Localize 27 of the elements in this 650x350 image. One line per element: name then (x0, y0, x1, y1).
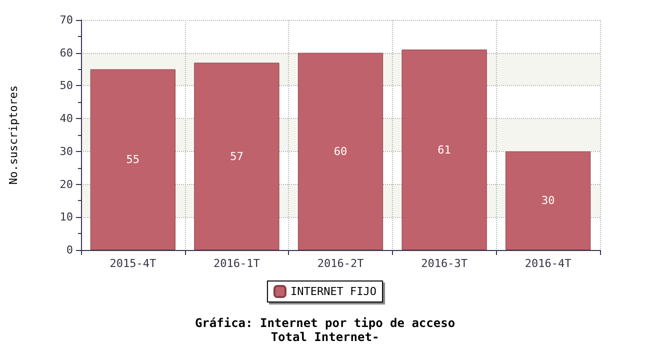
y-tick-label: 10 (60, 210, 73, 224)
y-tick-label: 70 (60, 14, 73, 26)
bar (194, 62, 280, 250)
x-tick-label: 2015-4T (110, 257, 156, 270)
x-tick-label: 2016-2T (317, 257, 364, 270)
legend-label: INTERNET FIJO (290, 285, 377, 298)
y-tick-label: 30 (60, 144, 73, 158)
text: Total Internet- (270, 330, 380, 344)
data-label: 60 (334, 144, 348, 158)
bar (298, 52, 384, 250)
data-label: 30 (541, 194, 555, 208)
y-tick-label: 20 (60, 178, 73, 191)
data-label: 55 (126, 153, 140, 166)
text: Gráfica: Internet por tipo de acceso (194, 316, 456, 330)
data-label: 57 (230, 150, 244, 163)
x-tick-label: 2016-4T (524, 257, 572, 270)
bar (402, 50, 487, 250)
y-tick-label: 60 (60, 46, 73, 60)
y-tick-label: 40 (60, 112, 73, 126)
bar (506, 151, 591, 250)
y-axis-title: No.suscriptores (7, 85, 20, 185)
bar (90, 69, 176, 250)
x-tick-label: 2016-1T (214, 257, 260, 270)
x-tick-label: 2016-3T (421, 257, 468, 270)
y-tick-label: 0 (66, 244, 73, 256)
data-label: 61 (438, 143, 451, 156)
y-tick-label: 50 (60, 79, 73, 92)
